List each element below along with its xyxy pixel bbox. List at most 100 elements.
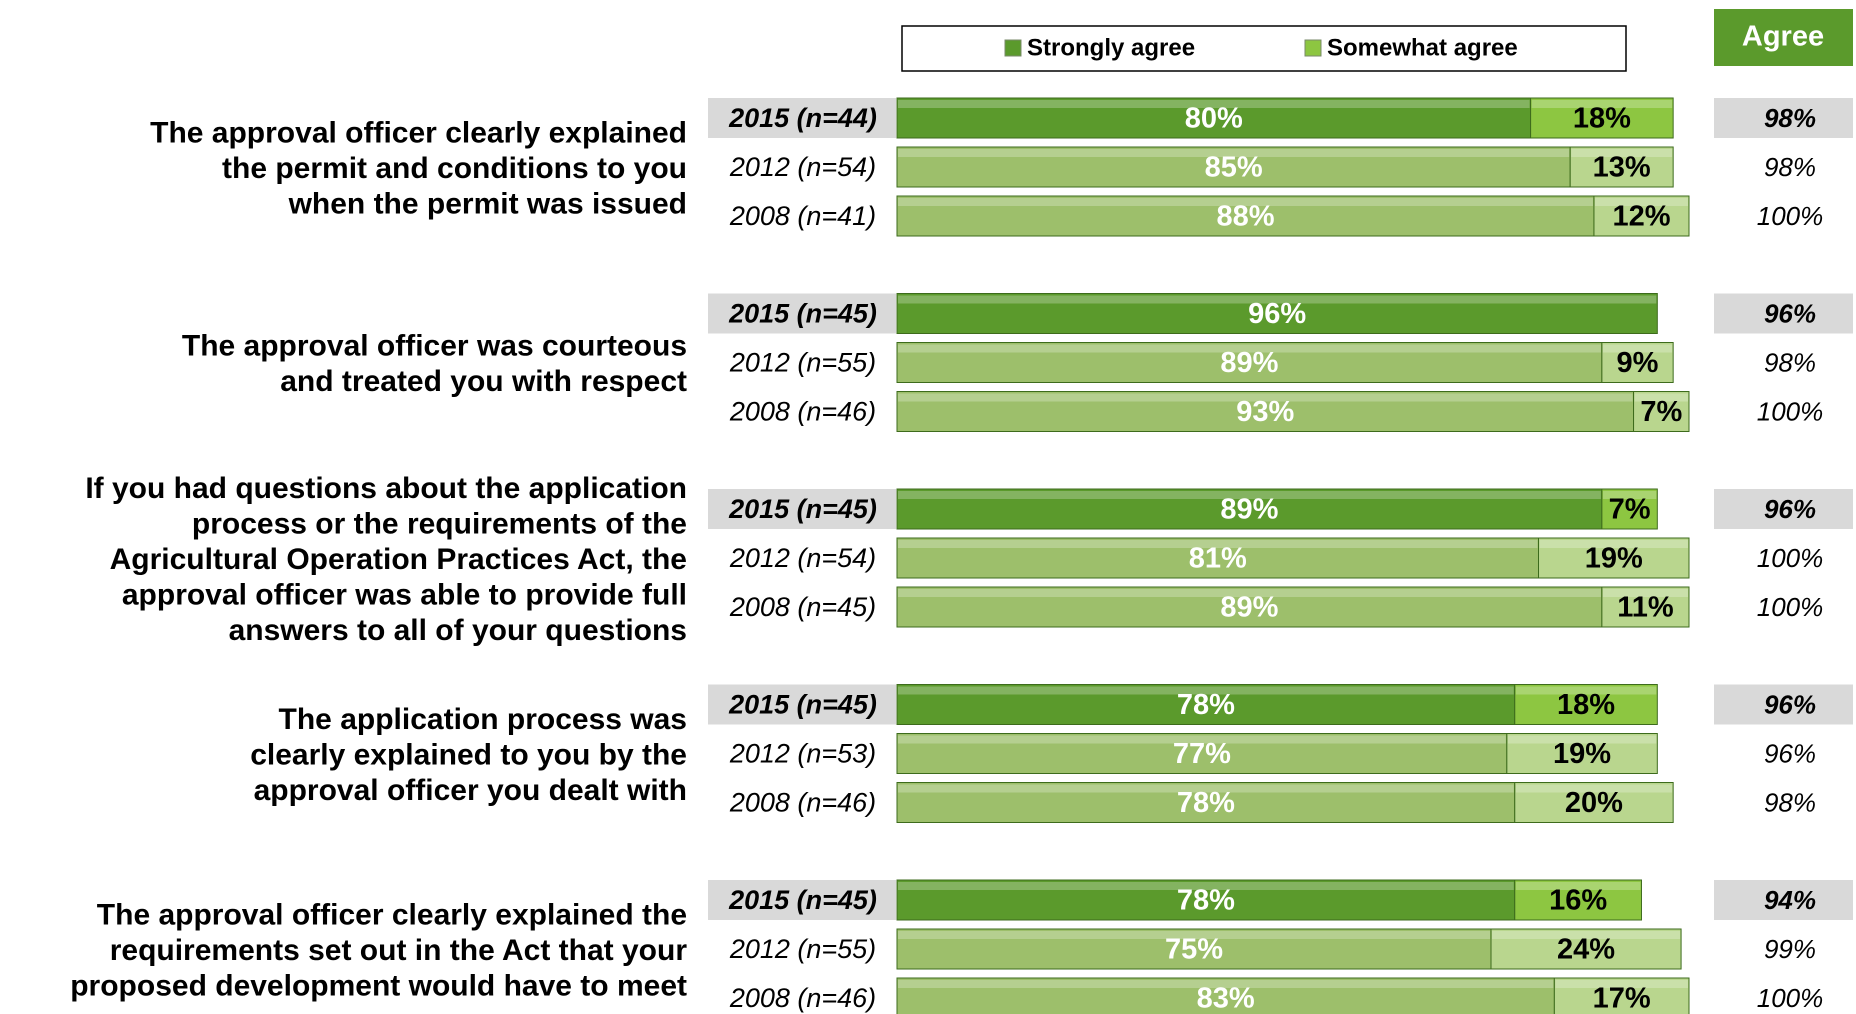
- bar-shine: [1515, 882, 1641, 890]
- value-label: 83%: [1197, 983, 1255, 1014]
- bar-segment: [1506, 733, 1658, 774]
- total-header: Agree: [1742, 21, 1824, 53]
- bar-shine: [1555, 980, 1688, 988]
- bar-segment: [896, 928, 1492, 970]
- bar-segment: [896, 342, 1603, 383]
- bar-segment: [896, 782, 1516, 823]
- question-label: process or the requirements of the: [192, 507, 687, 540]
- bar-segment: [896, 684, 1516, 725]
- question-label: If you had questions about the applicati…: [85, 472, 687, 505]
- question-label: The approval officer clearly explained: [150, 116, 687, 149]
- bar-segment: [1514, 782, 1674, 823]
- value-label: 78%: [1177, 885, 1235, 917]
- year-highlight: [708, 98, 896, 138]
- year-label: 2008 (n=41): [729, 201, 876, 231]
- total-label: 100%: [1757, 983, 1824, 1013]
- bar-segment: [1514, 879, 1642, 921]
- year-label: 2008 (n=46): [729, 983, 876, 1013]
- total-label: 100%: [1757, 201, 1824, 231]
- bar-shine: [1571, 149, 1673, 157]
- total-label: 100%: [1757, 396, 1824, 426]
- total-label: 100%: [1757, 543, 1824, 573]
- bar-shine: [1602, 344, 1673, 353]
- year-label: 2015 (n=45): [728, 494, 877, 524]
- value-label: 75%: [1165, 934, 1223, 966]
- bar-shine: [1507, 735, 1657, 744]
- bar-shine: [898, 344, 1601, 353]
- bar-shine: [898, 393, 1633, 402]
- year-label: 2008 (n=45): [729, 592, 876, 622]
- bar-shine: [898, 735, 1506, 744]
- bar-segment: [1601, 488, 1658, 530]
- bar-segment: [896, 879, 1516, 921]
- year-label: 2012 (n=55): [729, 934, 876, 964]
- bar-segment: [1530, 97, 1674, 139]
- total-highlight: [1714, 684, 1853, 725]
- question-label: The application process was: [279, 703, 687, 736]
- value-label: 24%: [1557, 934, 1615, 966]
- total-highlight: [1714, 489, 1853, 529]
- bar-shine: [898, 686, 1514, 695]
- bar-shine: [898, 931, 1490, 939]
- value-label: 89%: [1220, 494, 1278, 526]
- bar-shine: [1602, 589, 1688, 597]
- value-label: 96%: [1248, 298, 1306, 330]
- year-label: 2012 (n=54): [729, 152, 876, 182]
- value-label: 78%: [1177, 689, 1235, 721]
- value-label: 7%: [1609, 494, 1651, 526]
- total-label: 98%: [1764, 347, 1816, 377]
- question-label: when the permit was issued: [288, 187, 687, 220]
- total-label: 99%: [1764, 934, 1816, 964]
- year-highlight: [708, 293, 896, 334]
- value-label: 88%: [1216, 201, 1274, 233]
- year-label: 2012 (n=55): [729, 348, 876, 378]
- value-label: 77%: [1173, 738, 1231, 770]
- value-label: 12%: [1612, 201, 1670, 233]
- value-label: 78%: [1177, 787, 1235, 819]
- value-label: 16%: [1549, 885, 1607, 917]
- bar-segment: [1601, 586, 1690, 628]
- year-label: 2008 (n=46): [729, 788, 876, 818]
- bar-segment: [896, 977, 1555, 1014]
- total-label: 98%: [1764, 152, 1816, 182]
- bar-shine: [898, 198, 1593, 206]
- legend-swatch: [1004, 39, 1022, 57]
- bar-shine: [1594, 198, 1688, 206]
- value-label: 20%: [1565, 787, 1623, 819]
- question-label: The approval officer was courteous: [182, 330, 687, 363]
- bar-segment: [896, 488, 1603, 530]
- year-highlight: [708, 489, 896, 529]
- question-label: Agricultural Operation Practices Act, th…: [110, 543, 687, 576]
- total-highlight: [1714, 880, 1853, 920]
- bar-shine: [898, 882, 1514, 890]
- total-label: 96%: [1764, 738, 1816, 768]
- value-label: 19%: [1553, 738, 1611, 770]
- value-label: 81%: [1189, 543, 1247, 575]
- value-label: 11%: [1617, 592, 1674, 624]
- year-label: 2012 (n=53): [729, 739, 876, 769]
- bar-shine: [1634, 393, 1688, 402]
- bar-segment: [1593, 195, 1690, 237]
- year-label: 2015 (n=45): [728, 885, 877, 915]
- value-label: 18%: [1557, 689, 1615, 721]
- value-label: 93%: [1236, 396, 1294, 428]
- bar-shine: [898, 295, 1657, 304]
- bar-segment: [896, 195, 1595, 237]
- legend-label: Somewhat agree: [1327, 34, 1518, 61]
- bar-shine: [1602, 491, 1657, 499]
- bar-shine: [1515, 784, 1673, 793]
- bar-segment: [896, 586, 1603, 628]
- value-label: 89%: [1220, 347, 1278, 379]
- question-label: clearly explained to you by the: [250, 738, 687, 771]
- bar-shine: [898, 589, 1601, 597]
- question-label: approval officer you dealt with: [254, 774, 687, 807]
- value-label: 17%: [1593, 983, 1651, 1014]
- question-label: requirements set out in the Act that you…: [110, 934, 688, 967]
- bar-segment: [896, 293, 1658, 334]
- year-label: 2015 (n=45): [728, 690, 877, 720]
- bar-segment: [1538, 537, 1690, 579]
- legend-box: [901, 25, 1627, 72]
- bar-segment: [1490, 928, 1682, 970]
- bar-shine: [1539, 540, 1688, 548]
